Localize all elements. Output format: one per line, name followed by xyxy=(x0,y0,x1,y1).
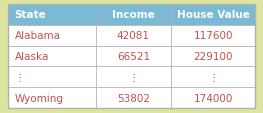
Bar xyxy=(8,5,96,25)
Text: ⋮: ⋮ xyxy=(128,72,139,82)
Bar xyxy=(171,88,255,108)
Text: 117600: 117600 xyxy=(193,31,233,41)
Bar xyxy=(96,67,171,88)
Bar xyxy=(171,67,255,88)
Text: Alaska: Alaska xyxy=(14,52,49,61)
Text: 42081: 42081 xyxy=(117,31,150,41)
Bar xyxy=(171,5,255,25)
Text: 174000: 174000 xyxy=(193,93,233,103)
Text: ⋮: ⋮ xyxy=(208,72,218,82)
Bar xyxy=(8,88,96,108)
Text: 229100: 229100 xyxy=(193,52,233,61)
Text: Wyoming: Wyoming xyxy=(14,93,63,103)
Bar xyxy=(8,25,96,46)
Text: Alabama: Alabama xyxy=(14,31,60,41)
Bar xyxy=(96,25,171,46)
Bar xyxy=(8,67,96,88)
Bar xyxy=(171,25,255,46)
Text: State: State xyxy=(14,10,46,20)
Bar xyxy=(8,46,96,67)
Bar xyxy=(96,5,171,25)
Text: House Value: House Value xyxy=(177,10,250,20)
Text: 53802: 53802 xyxy=(117,93,150,103)
Text: 66521: 66521 xyxy=(117,52,150,61)
Text: ⋮: ⋮ xyxy=(14,72,25,82)
Bar xyxy=(171,46,255,67)
Bar xyxy=(96,46,171,67)
Bar xyxy=(96,88,171,108)
Text: Income: Income xyxy=(112,10,155,20)
